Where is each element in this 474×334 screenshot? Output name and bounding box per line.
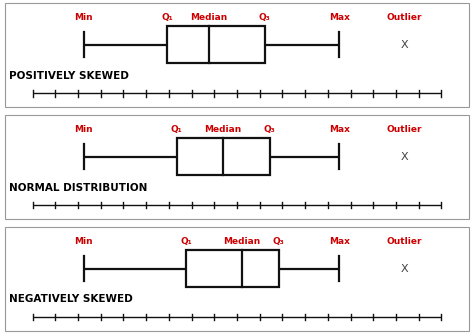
Text: Q₁: Q₁ (162, 13, 173, 22)
Text: Median: Median (204, 125, 242, 134)
Text: Max: Max (329, 13, 350, 22)
Text: X: X (401, 40, 408, 50)
Text: Max: Max (329, 125, 350, 134)
Text: X: X (401, 152, 408, 162)
Text: Max: Max (329, 237, 350, 246)
Text: Q₁: Q₁ (171, 125, 182, 134)
Text: Median: Median (223, 237, 260, 246)
Text: Q₃: Q₃ (273, 237, 285, 246)
Text: NORMAL DISTRIBUTION: NORMAL DISTRIBUTION (9, 183, 148, 192)
Text: Outlier: Outlier (386, 125, 422, 134)
Text: Median: Median (191, 13, 228, 22)
Text: X: X (401, 264, 408, 274)
Text: Q₃: Q₃ (264, 125, 275, 134)
Bar (167, 26, 265, 63)
Text: Min: Min (74, 13, 93, 22)
Bar (186, 250, 279, 287)
Text: POSITIVELY SKEWED: POSITIVELY SKEWED (9, 71, 129, 81)
Bar (177, 138, 270, 175)
Text: Q₃: Q₃ (259, 13, 271, 22)
Text: Min: Min (74, 237, 93, 246)
Text: Min: Min (74, 125, 93, 134)
Text: Outlier: Outlier (386, 237, 422, 246)
Text: Outlier: Outlier (386, 13, 422, 22)
Text: Q₁: Q₁ (180, 237, 191, 246)
Text: NEGATIVELY SKEWED: NEGATIVELY SKEWED (9, 294, 133, 304)
